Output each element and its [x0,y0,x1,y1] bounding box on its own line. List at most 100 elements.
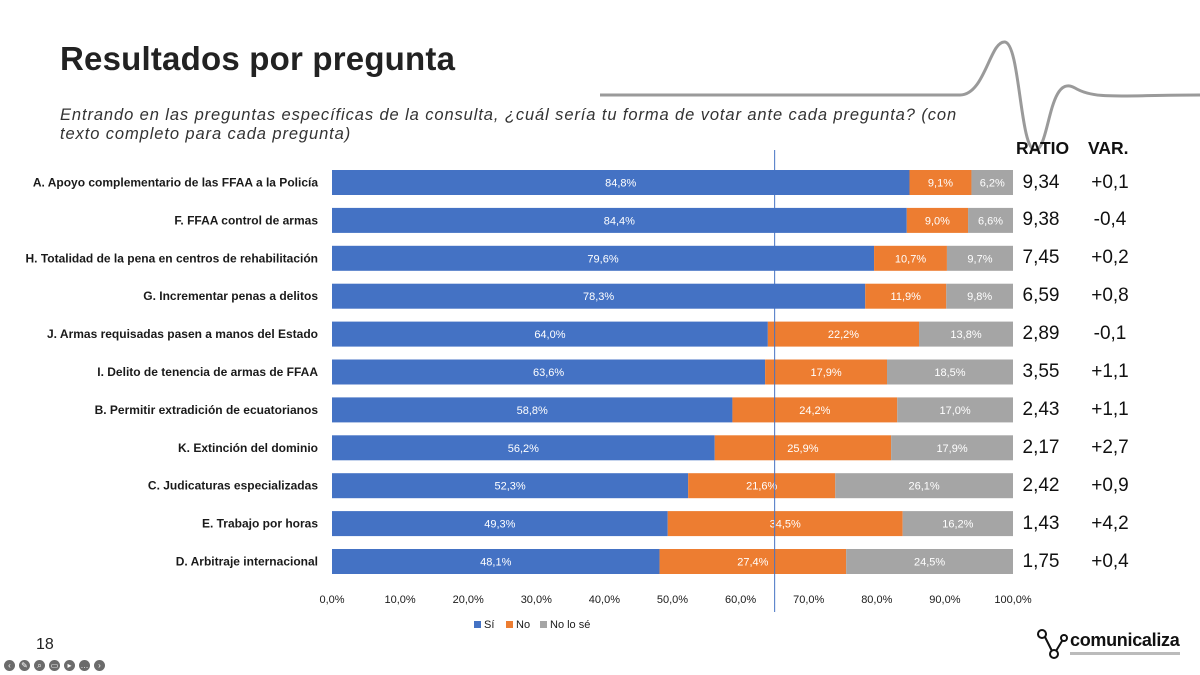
bar-segment [714,435,892,461]
ratio-value: 2,89 [1022,323,1060,345]
category-label: K. Extinción del dominio [178,441,318,455]
bar-segment [332,359,766,385]
data-label: 9,1% [928,178,953,190]
bar-segment [332,170,910,195]
bar-segment [946,283,1013,309]
bar-segment [332,207,907,233]
category-label: H. Totalidad de la pena en centros de re… [25,251,318,265]
data-label: 18,5% [934,367,965,379]
data-label: 24,5% [914,557,945,569]
x-tick-label: 40,0% [589,594,620,606]
data-label: 48,1% [480,557,511,569]
data-label: 25,9% [787,443,818,455]
data-label: 78,3% [583,291,614,303]
bar-segment [946,245,1013,271]
bar-segment [659,549,847,574]
data-label: 17,0% [940,405,971,417]
category-label: F. FFAA control de armas [174,213,318,227]
var-value: +0,1 [1091,171,1129,193]
ratio-value: 6,59 [1022,285,1060,307]
var-value: -0,4 [1093,209,1127,231]
data-label: 13,8% [950,329,981,341]
category-label: J. Armas requisadas pasen a manos del Es… [47,327,318,341]
logo-text: comunicaliza [1070,630,1180,650]
data-label: 84,8% [605,178,636,190]
bar-segment [897,397,1013,423]
bar-segment [732,397,898,423]
video-icon[interactable]: ▸ [64,660,75,671]
data-label: 34,5% [770,519,801,531]
x-tick-label: 70,0% [793,594,824,606]
data-label: 79,6% [587,253,618,265]
data-label: 84,4% [604,215,635,227]
ratio-value: 1,75 [1022,550,1060,572]
var-value: +0,2 [1091,247,1129,269]
var-value: +0,9 [1091,474,1129,496]
ratio-value: 2,43 [1022,398,1060,420]
bar-segment [332,473,689,499]
next-icon[interactable]: › [94,660,105,671]
x-tick-label: 90,0% [929,594,960,606]
legend-swatch [506,621,513,628]
ratio-value: 7,45 [1022,247,1060,269]
data-label: 58,8% [517,405,548,417]
data-label: 22,2% [828,329,859,341]
slide-toolbar: ‹ ✎ ⌕ ▭ ▸ … › [4,660,105,671]
bar-segment [971,170,1013,195]
data-label: 16,2% [942,519,973,531]
category-label: E. Trabajo por horas [202,517,318,531]
var-value: -0,1 [1093,323,1127,345]
pen-icon[interactable]: ✎ [19,660,30,671]
data-label: 17,9% [810,367,841,379]
bar-segment [332,397,733,423]
company-logo: comunicaliza [1034,624,1184,664]
bar-segment [891,435,1013,461]
ratio-value: 9,38 [1022,209,1060,231]
data-label: 63,6% [533,367,564,379]
page-number: 18 [36,636,54,653]
data-label: 27,4% [737,557,768,569]
category-label: B. Permitir extradición de ecuatorianos [95,403,319,417]
bar-segment [887,359,1013,385]
bar-segment [688,473,836,499]
x-tick-label: 100,0% [994,594,1032,606]
bar-segment [874,245,947,271]
ratio-column-header: RATIO [1016,138,1070,158]
x-tick-label: 80,0% [861,594,892,606]
data-label: 9,7% [967,253,992,265]
zoom-icon[interactable]: ⌕ [34,660,45,671]
category-label: A. Apoyo complementario de las FFAA a la… [33,176,319,190]
data-label: 17,9% [936,443,967,455]
category-label: D. Arbitraje internacional [176,555,318,569]
page-subtitle: Entrando en las preguntas específicas de… [60,106,958,143]
bar-segment [765,359,888,385]
data-label: 6,6% [978,215,1003,227]
ratio-value: 2,42 [1022,474,1060,496]
more-icon[interactable]: … [79,660,90,671]
bar-segment [332,511,668,537]
bar-segment [667,511,903,537]
data-label: 11,9% [891,291,922,303]
subtitles-icon[interactable]: ▭ [49,660,60,671]
bar-segment [865,283,947,309]
ratio-value: 3,55 [1022,361,1060,382]
prev-icon[interactable]: ‹ [4,660,15,671]
var-value: +1,1 [1091,398,1129,420]
ratio-value: 2,17 [1022,436,1060,458]
bar-segment [332,321,768,347]
bar-segment [909,170,972,195]
x-tick-label: 0,0% [319,594,344,606]
data-label: 6,2% [980,178,1005,190]
data-label: 49,3% [484,519,515,531]
data-label: 9,8% [967,291,992,303]
x-tick-label: 20,0% [453,594,484,606]
bar-segment [332,549,660,574]
data-label: 24,2% [799,405,830,417]
bar-segment [332,245,875,271]
var-value: +1,1 [1091,361,1129,382]
data-label: 10,7% [895,253,926,265]
data-label: 26,1% [909,481,940,493]
var-value: +4,2 [1091,512,1129,534]
var-value: +0,4 [1091,550,1129,572]
